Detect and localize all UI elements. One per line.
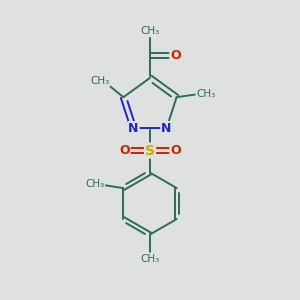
Text: N: N xyxy=(161,122,172,135)
Text: O: O xyxy=(170,49,181,62)
Text: S: S xyxy=(145,143,155,158)
Text: O: O xyxy=(170,144,181,157)
Text: CH₃: CH₃ xyxy=(85,179,104,189)
Text: N: N xyxy=(128,122,139,135)
Text: CH₃: CH₃ xyxy=(90,76,110,86)
Text: O: O xyxy=(119,144,130,157)
Text: CH₃: CH₃ xyxy=(140,254,160,264)
Text: CH₃: CH₃ xyxy=(196,89,216,99)
Text: CH₃: CH₃ xyxy=(140,26,160,36)
